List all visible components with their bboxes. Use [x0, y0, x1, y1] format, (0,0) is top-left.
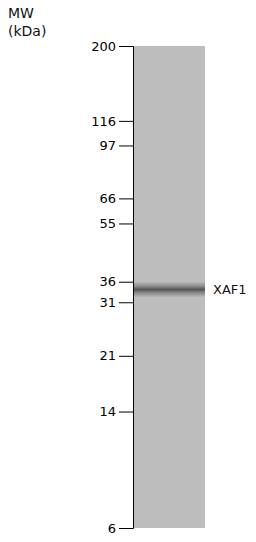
tick-mark	[119, 356, 133, 357]
tick-label: 116	[91, 114, 116, 129]
tick-mark	[119, 412, 133, 413]
tick-label: 55	[99, 216, 116, 231]
lane	[133, 46, 205, 528]
tick: 6	[108, 521, 133, 536]
tick-label: 200	[91, 39, 116, 54]
tick-label: 21	[99, 348, 116, 363]
tick-label: 36	[99, 274, 116, 289]
tick-mark	[119, 282, 133, 283]
band	[133, 282, 205, 298]
band-label: XAF1	[213, 282, 247, 297]
chart: 200 116 97 66 55 36 31 21 14 6 MW (kDa) XAF1	[0, 0, 256, 542]
tick-label: 66	[99, 191, 116, 206]
tick: 66	[99, 191, 133, 206]
tick-mark	[119, 121, 133, 122]
tick: 97	[99, 138, 133, 153]
tick-label: 97	[99, 138, 116, 153]
tick-mark	[119, 302, 133, 303]
title: MW	[8, 5, 34, 21]
axis-line	[119, 47, 134, 529]
y-axis: 200 116 97 66 55 36 31 21 14 6	[91, 39, 133, 536]
tick-mark	[119, 46, 133, 47]
tick: 36	[99, 274, 133, 289]
tick-mark	[119, 198, 133, 199]
plot-area	[133, 282, 205, 298]
tick: 116	[91, 114, 133, 129]
tick: 31	[99, 295, 133, 310]
tick-label: 31	[99, 295, 116, 310]
tick: 55	[99, 216, 133, 231]
tick: 21	[99, 348, 133, 363]
tick-mark	[119, 528, 133, 529]
tick-label: 14	[99, 404, 116, 419]
tick-mark	[119, 223, 133, 224]
tick: 200	[91, 39, 133, 54]
subtitle: (kDa)	[8, 23, 46, 39]
tick-label: 6	[108, 521, 116, 536]
tick: 14	[99, 404, 133, 419]
tick-mark	[119, 145, 133, 146]
